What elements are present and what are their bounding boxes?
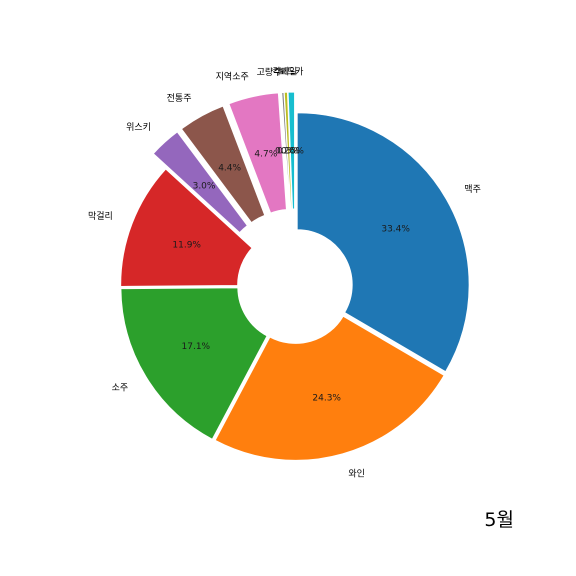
category-label-3: 소주 [112,382,129,393]
slice-3 [120,287,268,440]
pct-label-5: 3.0% [193,182,216,192]
slice-5 [152,131,249,234]
slice-1 [296,112,470,373]
slices-group [120,91,470,461]
pct-label-6: 4.4% [218,163,241,173]
percentage-labels: 33.4% 24.3% 17.1% 11.9% 3.0%4.4% 4.7%0.2%0.3%… [172,147,410,404]
category-label-6: 전통주 [167,93,192,104]
slice-6 [180,105,266,224]
slice-9 [283,91,293,210]
category-label-8: 고량주 [257,66,282,78]
pct-label-2: 24.3% [312,394,341,404]
slice-10 [287,91,296,210]
category-label-5: 위스키 [126,122,151,133]
category-label-2: 와인 [348,468,365,480]
slice-7 [228,92,287,214]
pct-label-8: 0.2% [275,147,298,157]
category-label-4: 막걸리 [88,211,113,222]
pct-label-10: 0.6% [281,147,304,157]
month-label: 5월 [484,509,514,531]
category-label-9: 칵테일 [272,66,297,78]
category-label-7: 지역소주 [216,71,249,82]
pct-label-9: 0.3% [277,147,300,157]
pct-label-4: 11.9% [172,240,201,250]
pct-label-1: 33.4% [381,224,410,234]
pct-label-3: 17.1% [182,342,211,352]
slice-4 [120,168,253,287]
pct-label-7: 4.7% [254,150,277,160]
category-label-10: 보드카 [279,66,304,77]
category-label-1: 맥주 [464,184,481,195]
slice-2 [214,315,445,461]
